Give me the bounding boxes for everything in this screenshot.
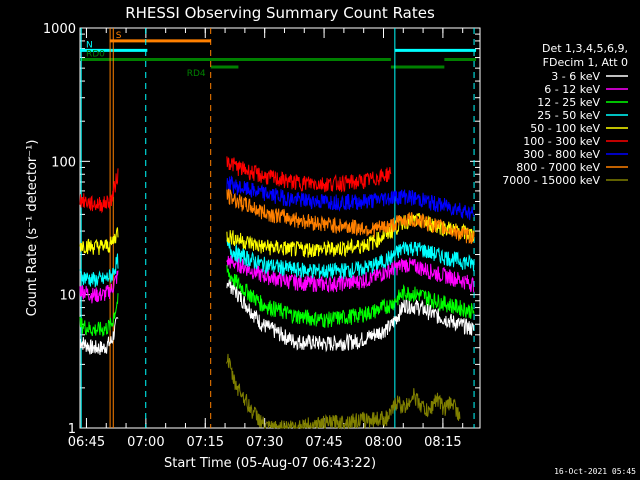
legend-label: 300 - 800 keV	[523, 148, 600, 161]
series-line	[226, 353, 461, 430]
mode-label-rd4: RD4	[187, 69, 206, 79]
attenuator-lines	[80, 28, 475, 428]
legend-label: 25 - 50 keV	[537, 109, 600, 122]
axis-ticks: 1 10 100 1000 06:45 07:00 07:15 07:30 07:45 08:00…	[43, 22, 480, 450]
render-timestamp: 16-Oct-2021 05:45	[554, 467, 636, 476]
y-tick-label: 1000	[43, 22, 76, 37]
x-tick-label: 07:15	[187, 435, 224, 450]
x-tick-label: 06:45	[68, 435, 105, 450]
legend-label: 12 - 25 keV	[537, 96, 600, 109]
x-axis-label: Start Time (05-Aug-07 06:43:22)	[164, 456, 376, 471]
mode-label-s: S	[116, 31, 122, 41]
series-line	[79, 277, 475, 356]
y-axis-label: Count Rate (s⁻¹ detector⁻¹)	[25, 140, 40, 317]
legend-header-line2: FDecim 1, Att 0	[543, 56, 628, 69]
x-tick-label: 07:30	[246, 435, 283, 450]
legend-header-line1: Det 1,3,4,5,6,9,	[542, 42, 628, 55]
legend-label: 3 - 6 keV	[551, 70, 600, 83]
series-line	[79, 264, 475, 337]
series-line	[79, 156, 392, 214]
y-tick-label: 100	[51, 155, 76, 170]
x-tick-label: 08:15	[424, 435, 461, 450]
plot-frame	[79, 27, 481, 429]
mode-label-rd0: RD0	[86, 50, 105, 60]
series-line	[226, 188, 475, 244]
series-line	[79, 239, 475, 288]
x-tick-label: 08:00	[365, 435, 402, 450]
x-tick-label: 07:45	[305, 435, 342, 450]
mode-label-n: N	[86, 40, 93, 50]
legend-label: 100 - 300 keV	[523, 135, 600, 148]
legend-label: 6 - 12 keV	[544, 83, 600, 96]
y-tick-label: 10	[59, 289, 76, 304]
x-tick-label: 07:00	[127, 435, 164, 450]
series-group	[79, 156, 475, 430]
series-line	[226, 175, 475, 221]
legend-label: 7000 - 15000 keV	[502, 174, 600, 187]
legend-label: 50 - 100 keV	[530, 122, 600, 135]
legend-label: 800 - 7000 keV	[516, 161, 600, 174]
chart-title: RHESSI Observing Summary Count Rates	[125, 4, 435, 22]
legend: Det 1,3,4,5,6,9, FDecim 1, Att 0 3 - 6 k…	[502, 42, 628, 187]
y-tick-label: 1	[68, 422, 76, 437]
